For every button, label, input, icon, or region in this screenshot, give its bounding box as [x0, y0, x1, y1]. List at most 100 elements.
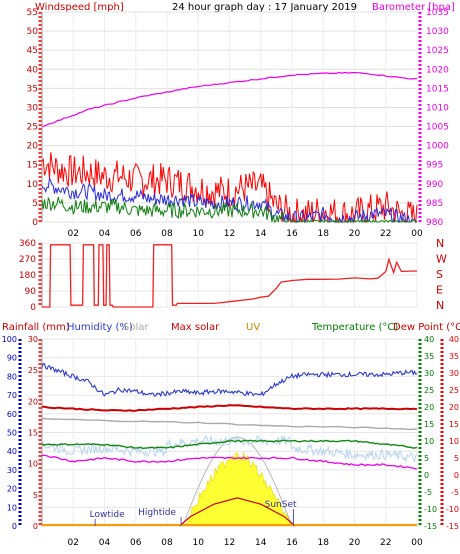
- barometer-tick-label: 985: [426, 199, 443, 209]
- x-tick-label: 10: [193, 229, 205, 239]
- barometer-tick-label: 1035: [426, 8, 449, 18]
- wind-tick-label: 40: [27, 65, 39, 75]
- solar-noise-line: [41, 434, 418, 464]
- x-tick-label: 14: [255, 229, 267, 239]
- x-tick-label: 00: [411, 229, 423, 239]
- tide-annotation-label: Lowtide: [90, 510, 125, 520]
- wind-tick-label: 0: [32, 218, 38, 228]
- rainfall-label: Rainfall (mm): [2, 322, 70, 333]
- wind-tick-label: 10: [27, 180, 39, 190]
- x-tick-label: 04: [99, 229, 111, 239]
- tide-annotation-label: SunSet: [265, 500, 297, 510]
- temperature-tick-label: 25: [424, 386, 434, 395]
- humidity-tick-label: 100: [2, 335, 17, 344]
- dewpoint-tick-label: -5: [451, 488, 459, 497]
- temperature-tick-label: -15: [424, 522, 437, 531]
- uv-series-area: [182, 452, 293, 527]
- dewpoint-tick-label: -15: [446, 522, 459, 531]
- solar-label: Solar: [123, 322, 149, 333]
- humidity-tick-label: 80: [7, 372, 17, 381]
- dewpoint-tick-label: 10: [449, 437, 459, 446]
- barometer-tick-label: 1005: [426, 123, 449, 133]
- wind-tick-label: 15: [27, 161, 38, 171]
- humidity-tick-label: 10: [7, 503, 17, 512]
- x-tick-label: 08: [161, 538, 173, 548]
- direction-tick-label: 270: [19, 255, 36, 265]
- temperature-label: Temperature (°C): [311, 322, 398, 333]
- barometer-tick-label: 995: [426, 161, 443, 171]
- left-axis-title: Windspeed [mph]: [35, 2, 124, 13]
- dewpoint-tick-label: 30: [449, 369, 459, 378]
- x-tick-label: 02: [68, 538, 79, 548]
- rainfall-tick-label: 15: [28, 429, 38, 438]
- x-tick-label: 08: [161, 229, 173, 239]
- wind-low-series-line: [41, 196, 418, 224]
- rainfall-tick-label: 0: [33, 522, 38, 531]
- barometer-tick-label: 1010: [426, 103, 449, 113]
- temperature-tick-label: 5: [424, 454, 429, 463]
- temperature-tick-label: 0: [424, 471, 429, 480]
- temperature-tick-label: 30: [424, 369, 434, 378]
- x-tick-label: 04: [99, 538, 111, 548]
- x-tick-label: 20: [349, 538, 361, 548]
- wind-tick-label: 25: [27, 123, 38, 133]
- right-axis-title: Barometer [hpa]: [372, 2, 455, 13]
- dewpoint-tick-label: 40: [449, 335, 459, 344]
- barometer-tick-label: 1015: [426, 84, 449, 94]
- humidity-tick-label: 50: [7, 429, 17, 438]
- humidity-tick-label: 70: [7, 391, 17, 400]
- humidity-tick-label: 30: [7, 466, 17, 475]
- wind-avg-series-line: [41, 176, 417, 224]
- barometer-tick-label: 1020: [426, 65, 449, 75]
- barometer-tick-label: 990: [426, 180, 443, 190]
- x-tick-label: 12: [224, 229, 235, 239]
- x-tick-label: 10: [193, 538, 205, 548]
- temperature-tick-label: 40: [424, 335, 434, 344]
- direction-tick-label: 0: [30, 303, 36, 313]
- dewpoint-tick-label: 25: [449, 386, 459, 395]
- tide-annotation-label: Hightide: [138, 508, 176, 518]
- rainfall-tick-label: 5: [33, 491, 38, 500]
- humidity-tick-label: 20: [7, 485, 17, 494]
- humidity-tick-label: 40: [7, 447, 17, 456]
- x-tick-label: 22: [380, 229, 391, 239]
- solar-series-line: [41, 417, 418, 431]
- wind-tick-label: 35: [27, 84, 38, 94]
- x-tick-label: 20: [349, 229, 361, 239]
- dewpoint-tick-label: 35: [449, 352, 459, 361]
- wind-tick-label: 50: [27, 27, 39, 37]
- barometer-tick-label: 1025: [426, 46, 449, 56]
- chart-title: 24 hour graph day : 17 January 2019: [172, 2, 357, 13]
- rainfall-tick-label: 25: [28, 366, 38, 375]
- humidity-tick-label: 60: [7, 410, 17, 419]
- maxtemp-series-line: [41, 404, 418, 412]
- humidity-tick-label: 0: [12, 522, 17, 531]
- x-tick-label: 18: [318, 229, 330, 239]
- x-tick-label: 18: [318, 538, 330, 548]
- x-tick-label: 16: [286, 538, 298, 548]
- dewpoint-tick-label: 15: [449, 420, 459, 429]
- x-tick-label: 14: [255, 538, 267, 548]
- x-tick-label: 00: [411, 538, 423, 548]
- dewpoint-tick-label: 0: [454, 471, 459, 480]
- x-tick-label: 06: [130, 229, 142, 239]
- maxsolar-label: Max solar: [171, 322, 220, 333]
- direction-tick-label: 90: [25, 287, 37, 297]
- humidity-tick-label: 90: [7, 354, 17, 363]
- temperature-tick-label: -10: [424, 505, 437, 514]
- rainfall-tick-label: 10: [28, 460, 38, 469]
- dewpoint-tick-label: 5: [454, 454, 459, 463]
- wind-tick-label: 30: [27, 103, 39, 113]
- direction-tick-label: 360: [19, 239, 36, 249]
- x-tick-label: 02: [68, 229, 79, 239]
- temperature-tick-label: -5: [424, 488, 432, 497]
- wind-tick-label: 5: [32, 199, 38, 209]
- dewpoint-label: Dew Point (°C): [393, 322, 460, 333]
- temperature-tick-label: 15: [424, 420, 434, 429]
- compass-label: W: [436, 253, 447, 266]
- dewpoint-tick-label: 20: [449, 403, 459, 412]
- humidity-series-line: [41, 363, 418, 398]
- compass-label: N: [436, 299, 444, 312]
